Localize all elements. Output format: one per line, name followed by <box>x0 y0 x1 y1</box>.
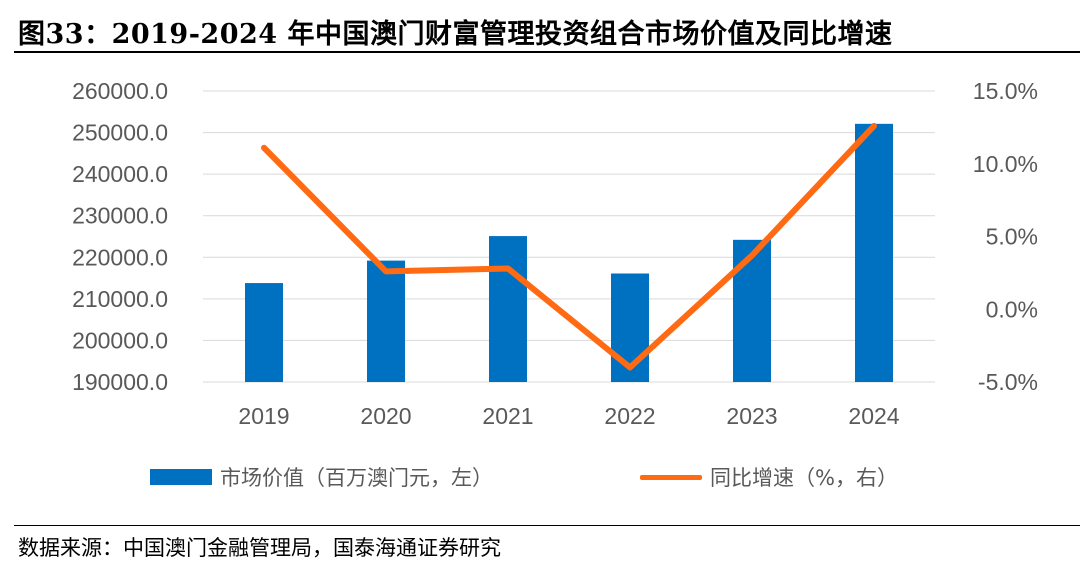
bar <box>855 123 893 382</box>
x-tick-label: 2023 <box>726 403 777 429</box>
chart-area: 260000.0 250000.0 240000.0 230000.0 220000.0… <box>72 78 1038 429</box>
source-note: 数据来源：中国澳门金融管理局，国泰海通证券研究 <box>18 536 501 560</box>
legend-item-line: 同比增速（%，右） <box>640 462 898 492</box>
legend-item-bar: 市场价值（百万澳门元，左） <box>150 462 493 492</box>
y-right-tick-label: 5.0% <box>986 224 1038 250</box>
bar <box>733 239 771 382</box>
bar <box>489 236 527 382</box>
y-left-tick-label: 260000.0 <box>72 78 168 104</box>
line-point <box>263 147 265 149</box>
legend-line-label: 同比增速（%，右） <box>710 466 898 490</box>
chart-title: 图33：2019-2024 年中国澳门财富管理投资组合市场价值及同比增速 <box>18 19 893 50</box>
line-point <box>385 270 387 272</box>
y-left-tick-label: 190000.0 <box>72 369 168 395</box>
x-tick-label: 2019 <box>238 403 289 429</box>
line-point <box>751 254 753 256</box>
legend-bar-label: 市场价值（百万澳门元，左） <box>220 466 493 490</box>
y-right-tick-label: 10.0% <box>973 151 1038 177</box>
y-left-tick-label: 240000.0 <box>72 161 168 187</box>
x-tick-label: 2021 <box>482 403 533 429</box>
bar <box>367 260 405 382</box>
legend-line-swatch <box>640 474 702 480</box>
bar <box>245 283 283 382</box>
y-right-tick-label: 15.0% <box>973 78 1038 104</box>
y-left-tick-label: 220000.0 <box>72 244 168 270</box>
legend-bar-swatch <box>150 469 212 485</box>
y-left-tick-label: 210000.0 <box>72 286 168 312</box>
y-left-tick-label: 250000.0 <box>72 120 168 146</box>
x-tick-label: 2020 <box>360 403 411 429</box>
line-point <box>507 268 509 270</box>
x-tick-label: 2022 <box>604 403 655 429</box>
y-left-tick-label: 230000.0 <box>72 203 168 229</box>
source-divider <box>14 525 1080 526</box>
line-point <box>873 125 875 127</box>
growth-line <box>261 122 877 371</box>
y-right-tick-label: 0.0% <box>986 296 1038 322</box>
line-point <box>629 366 631 368</box>
title-divider <box>14 51 1080 53</box>
y-right-tick-label: -5.0% <box>978 369 1038 395</box>
y-left-tick-label: 200000.0 <box>72 327 168 353</box>
x-tick-label: 2024 <box>848 403 899 429</box>
